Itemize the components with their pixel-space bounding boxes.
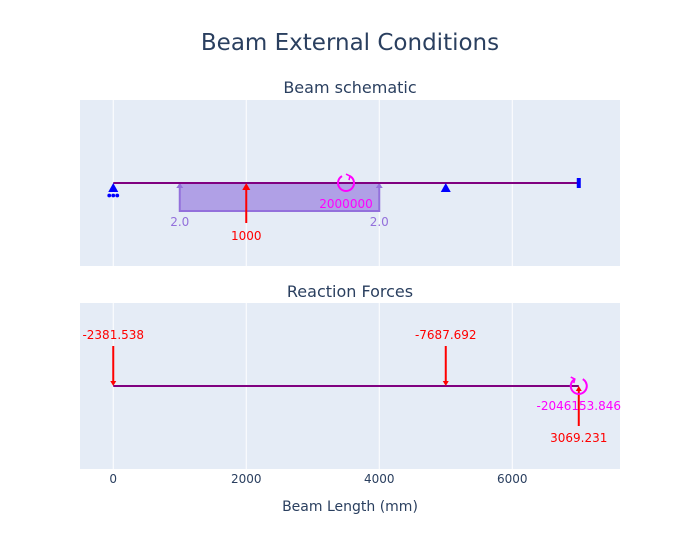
roller-support-icon	[440, 183, 451, 192]
reaction-force-arrowhead	[575, 386, 582, 391]
moment-arc	[569, 378, 588, 395]
applied-moment-icon	[337, 173, 355, 192]
fixed-support-icon	[576, 178, 581, 188]
reaction-forces-panel: Reaction Forces -2381.538 -7687.692 3069.2…	[80, 282, 621, 469]
roller-wheel-icon	[115, 193, 120, 198]
point-load-label: 1000	[231, 229, 262, 243]
moment-arrowhead	[570, 376, 576, 384]
applied-moment-label: 2000000	[319, 197, 372, 211]
schematic-subtitle: Beam schematic	[283, 78, 416, 97]
point-load-arrowhead	[242, 183, 251, 190]
reaction-moment-icon	[569, 376, 588, 395]
x-tick-label: 2000	[231, 472, 262, 486]
x-tick-label: 4000	[364, 472, 395, 486]
x-axis-label: Beam Length (mm)	[282, 499, 418, 515]
distributed-load-end-arrow	[375, 183, 383, 188]
x-tick-label: 0	[109, 472, 117, 486]
distributed-load-area	[178, 182, 381, 212]
distributed-load-start-arrow	[176, 183, 184, 188]
pin-support-icon	[108, 183, 119, 192]
reaction-force-label: -2381.538	[82, 328, 144, 342]
figure-title: Beam External Conditions	[201, 30, 499, 56]
beam-schematic-panel: Beam schematic 2.0 2.0 1000 2000000	[80, 78, 620, 266]
x-tick-label: 6000	[497, 472, 528, 486]
reaction-subtitle: Reaction Forces	[287, 282, 413, 301]
distributed-load-end-label: 2.0	[370, 215, 389, 229]
roller-wheel-icon	[107, 193, 112, 198]
reaction-force-label: 3069.231	[550, 431, 607, 445]
reaction-moment-label: -2046153.846	[537, 399, 622, 413]
reaction-force-label: -7687.692	[415, 328, 477, 342]
reaction-force-arrowhead	[442, 381, 449, 386]
distributed-load-start-label: 2.0	[170, 215, 189, 229]
moment-arrowhead	[345, 173, 351, 181]
roller-wheel-icon	[111, 193, 116, 198]
moment-arc	[337, 175, 355, 192]
reaction-force-arrowhead	[110, 381, 117, 386]
